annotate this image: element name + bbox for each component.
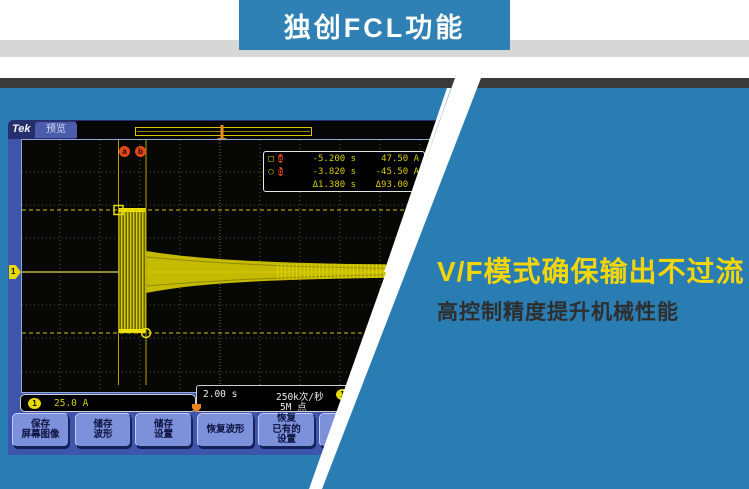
page-title: 独创FCL功能	[239, 0, 510, 50]
channel-scale-readout: 1 25.0 A	[20, 394, 196, 412]
expansion-point-icon	[192, 404, 201, 413]
delta-time: Δ1.380 s	[312, 179, 356, 190]
delta-value: Δ93.00 A	[375, 179, 419, 190]
scope-top-bar: Tek 预览	[8, 120, 440, 146]
cursor-readout-box: □ a -5.200 s 47.50 A ○ b -3.820 s -45.50…	[263, 151, 425, 192]
cursor-b-balloon: b	[135, 146, 146, 157]
sample-rate-value: 250k次/秒	[276, 392, 324, 403]
save-waveform-button[interactable]: 储存 波形	[75, 413, 131, 447]
cursor-delta-row: Δ1.380 s Δ93.00 A	[264, 178, 424, 191]
cursor-a-square-marker	[113, 204, 124, 216]
save-screen-image-button[interactable]: 保存 屏幕图像	[12, 413, 69, 447]
cursor-a-time: -5.200 s	[312, 153, 356, 164]
channel1-badge: 1	[28, 397, 41, 409]
cursor-b-time: -3.820 s	[312, 166, 356, 177]
record-length-value: 5M 点	[280, 402, 307, 413]
waveform-burst	[118, 208, 146, 333]
cursor-b-row: ○ b -3.820 s -45.50 A	[264, 165, 424, 178]
cursor-a-value: 47.50 A	[381, 153, 419, 164]
recall-setup-button[interactable]: 恢复 已有的 设置	[258, 413, 315, 447]
preview-mode-tab[interactable]: 预览	[35, 122, 77, 138]
feature-subline: 高控制精度提升机械性能	[437, 301, 679, 324]
cursor-b-balloon: b	[278, 167, 283, 176]
cursor-a-balloon: a	[119, 146, 130, 157]
circle-icon: ○	[268, 166, 274, 177]
timebase-value: 2.00 s	[203, 389, 238, 400]
channel1-position-marker: 1	[9, 265, 21, 279]
save-settings-button[interactable]: 储存 设置	[135, 413, 192, 447]
cursor-b-circle-marker	[140, 327, 152, 339]
cursor-b-value: -45.50 A	[375, 166, 419, 177]
square-icon: □	[268, 153, 274, 164]
feature-headline: V/F模式确保输出不过流	[437, 256, 745, 287]
tek-logo: Tek	[12, 123, 31, 135]
recall-waveform-button[interactable]: 恢复波形	[197, 413, 254, 447]
cursor-a-balloon: a	[278, 154, 283, 163]
cursor-a-row: □ a -5.200 s 47.50 A	[264, 152, 424, 165]
channel-scale-value: 25.0 A	[54, 397, 89, 409]
header-dark-band	[0, 78, 749, 88]
